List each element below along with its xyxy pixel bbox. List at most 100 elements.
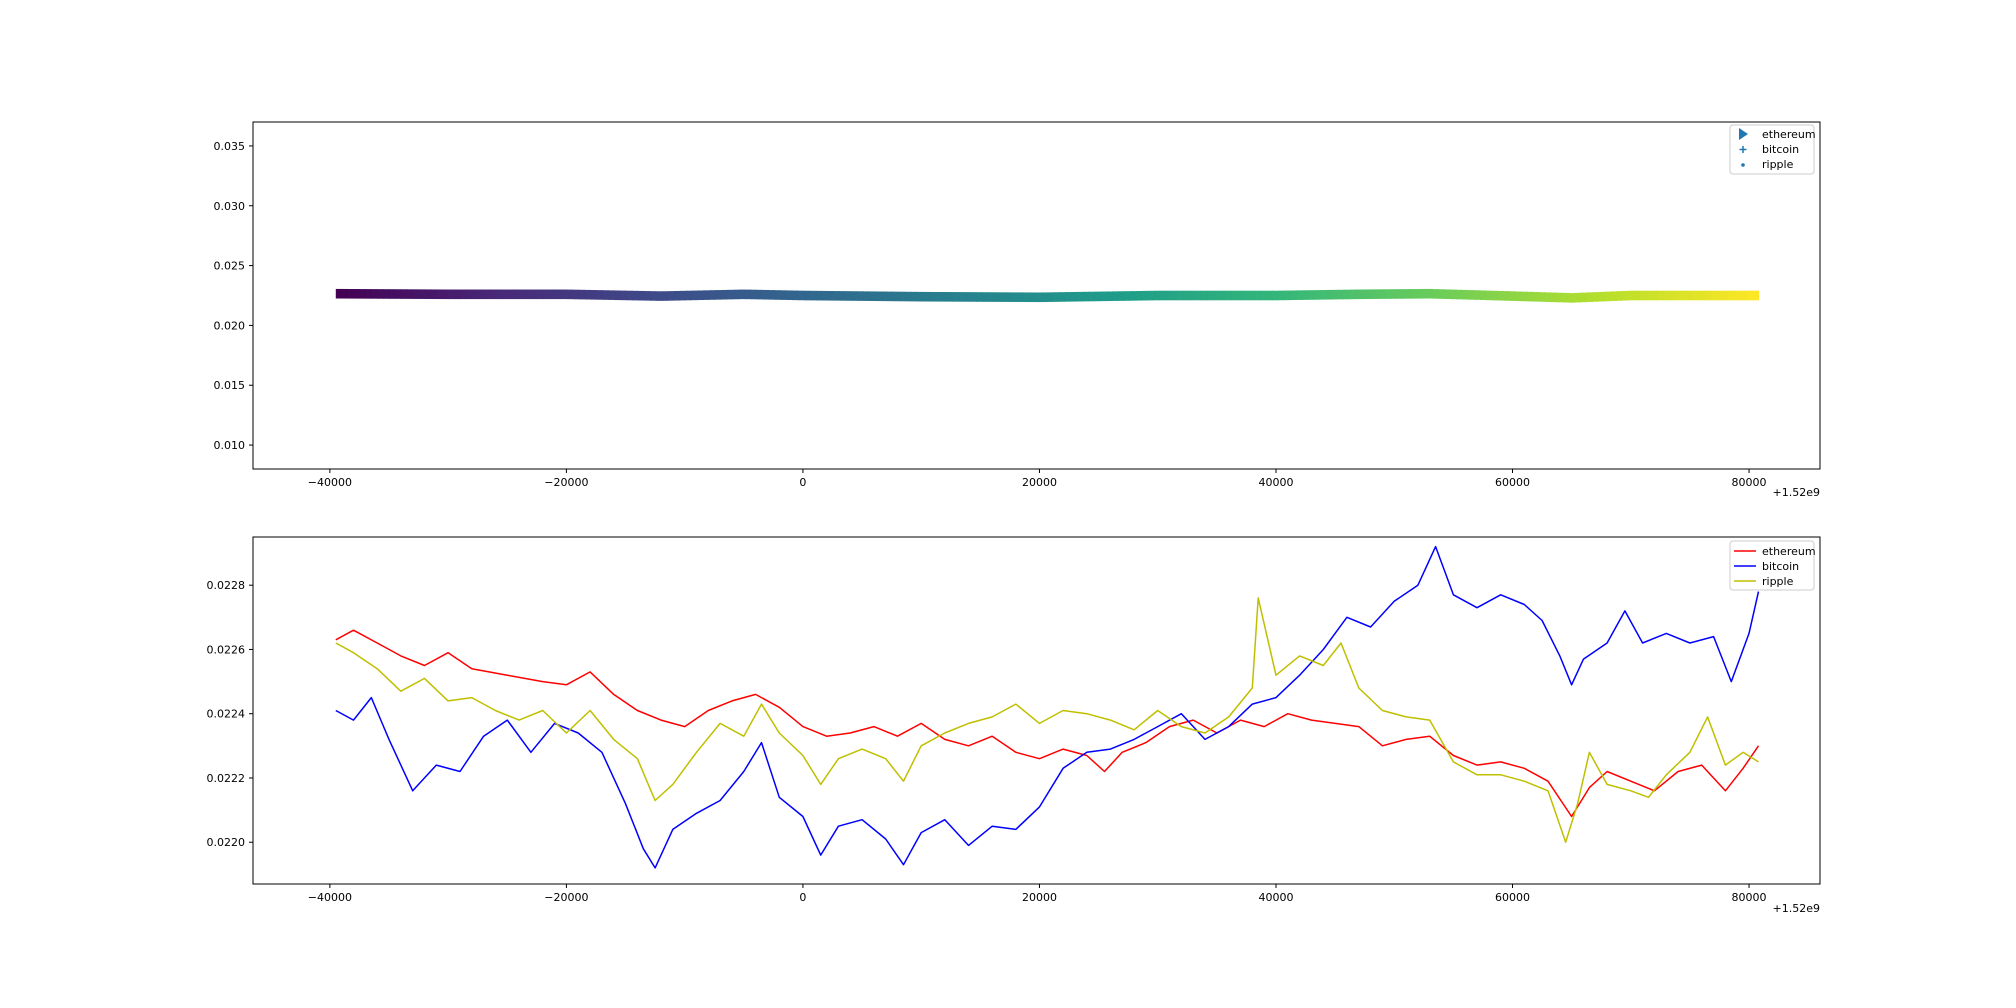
scatter-marker-cluster: [940, 292, 947, 302]
scatter-marker-cluster: [822, 291, 829, 301]
scatter-legend-label-ripple: ripple: [1762, 158, 1794, 171]
x-tick-label: −20000: [544, 476, 588, 489]
line-x-offset-label: +1.52e9: [1773, 902, 1820, 915]
scatter-marker-cluster: [727, 290, 734, 300]
scatter-marker-cluster: [431, 289, 438, 299]
scatter-marker-cluster: [1563, 293, 1570, 303]
scatter-marker-cluster: [1747, 291, 1754, 301]
scatter-marker-cluster: [1652, 291, 1659, 301]
y-tick-label: 0.0224: [207, 708, 246, 721]
scatter-marker-cluster: [389, 289, 396, 299]
scatter-marker-cluster: [383, 289, 390, 299]
scatter-marker-cluster: [1753, 291, 1760, 301]
scatter-marker-cluster: [442, 290, 449, 300]
x-tick-label: 20000: [1022, 891, 1057, 904]
scatter-marker-cluster: [620, 291, 627, 301]
scatter-marker-cluster: [478, 290, 485, 300]
scatter-marker-cluster: [401, 289, 408, 299]
scatter-marker-cluster: [543, 290, 550, 300]
scatter-marker-cluster: [1059, 292, 1066, 302]
scatter-marker-cluster: [875, 291, 882, 301]
scatter-marker-cluster: [1338, 290, 1345, 300]
scatter-marker-cluster: [1041, 292, 1048, 302]
scatter-marker-cluster: [437, 289, 444, 299]
scatter-marker-cluster: [520, 290, 527, 300]
scatter-marker-cluster: [1711, 291, 1718, 301]
scatter-marker-cluster: [852, 291, 859, 301]
scatter-marker-cluster: [1243, 291, 1250, 301]
line-axes-frame: [253, 537, 1820, 884]
line-plot-area: [336, 547, 1759, 868]
scatter-marker-cluster: [1124, 291, 1131, 301]
scatter-marker-cluster: [1462, 290, 1469, 300]
scatter-marker-cluster: [792, 291, 799, 301]
scatter-marker-cluster: [1047, 292, 1054, 302]
scatter-marker-cluster: [946, 292, 953, 302]
scatter-marker-cluster: [1296, 290, 1303, 300]
scatter-marker-cluster: [786, 290, 793, 300]
scatter-marker-cluster: [1178, 291, 1185, 301]
scatter-marker-cluster: [1278, 291, 1285, 301]
scatter-marker-cluster: [1432, 289, 1439, 299]
scatter-marker-cluster: [1166, 291, 1173, 301]
scatter-marker-cluster: [1302, 290, 1309, 300]
scatter-marker-cluster: [1587, 292, 1594, 302]
scatter-marker-cluster: [905, 292, 912, 302]
scatter-marker-cluster: [1189, 291, 1196, 301]
scatter-marker-cluster: [448, 290, 455, 300]
scatter-marker-cluster: [1201, 291, 1208, 301]
scatter-marker-cluster: [484, 290, 491, 300]
scatter-marker-cluster: [769, 290, 776, 300]
scatter-marker-cluster: [1326, 290, 1333, 300]
scatter-marker-cluster: [715, 290, 722, 300]
scatter-marker-cluster: [1183, 291, 1190, 301]
scatter-marker-cluster: [976, 292, 983, 302]
scatter-marker-cluster: [1397, 289, 1404, 299]
scatter-marker-cluster: [490, 290, 497, 300]
scatter-marker-cluster: [857, 291, 864, 301]
scatter-marker-cluster: [1249, 291, 1256, 301]
x-tick-label: −40000: [308, 891, 352, 904]
scatter-marker-cluster: [603, 290, 610, 300]
scatter-marker-cluster: [1089, 292, 1096, 302]
scatter-marker-cluster: [1610, 291, 1617, 301]
scatter-marker-cluster: [1349, 290, 1356, 300]
scatter-marker-cluster: [656, 291, 663, 301]
scatter-marker-cluster: [1255, 291, 1262, 301]
scatter-marker-cluster: [1735, 291, 1742, 301]
scatter-marker-cluster: [763, 290, 770, 300]
scatter-marker-cluster: [1581, 293, 1588, 303]
scatter-marker-cluster: [994, 292, 1001, 302]
scatter-marker-cluster: [911, 292, 918, 302]
y-tick-label: 0.0228: [207, 579, 246, 592]
scatter-marker-cluster: [697, 290, 704, 300]
scatter-marker-cluster: [1154, 291, 1161, 301]
scatter-marker-cluster: [1100, 292, 1107, 302]
scatter-marker-cluster: [834, 291, 841, 301]
scatter-marker-cluster: [549, 290, 556, 300]
scatter-marker-cluster: [982, 292, 989, 302]
scatter-marker-cluster: [1065, 292, 1072, 302]
scatter-marker-cluster: [863, 291, 870, 301]
scatter-marker-cluster: [1006, 292, 1013, 302]
scatter-marker-cluster: [1421, 289, 1428, 299]
scatter-marker-cluster: [751, 290, 758, 300]
scatter-marker-cluster: [508, 290, 515, 300]
scatter-marker-cluster: [970, 292, 977, 302]
scatter-marker-cluster: [1083, 292, 1090, 302]
scatter-marker-cluster: [1195, 291, 1202, 301]
scatter-marker-cluster: [1456, 290, 1463, 300]
scatter-marker-cluster: [1320, 290, 1327, 300]
series-line-ethereum: [336, 630, 1759, 816]
scatter-marker-cluster: [680, 291, 687, 301]
scatter-marker-cluster: [1172, 291, 1179, 301]
scatter-marker-cluster: [1444, 289, 1451, 299]
scatter-marker-cluster: [1361, 289, 1368, 299]
scatter-marker-cluster: [721, 290, 728, 300]
scatter-marker-cluster: [425, 289, 432, 299]
scatter-marker-cluster: [1207, 291, 1214, 301]
scatter-marker-cluster: [614, 290, 621, 300]
scatter-marker-cluster: [668, 291, 675, 301]
scatter-marker-cluster: [650, 291, 657, 301]
scatter-marker-cluster: [988, 292, 995, 302]
